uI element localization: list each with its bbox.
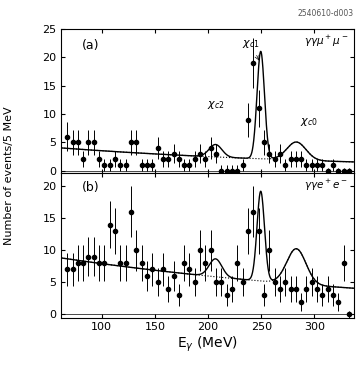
Text: $\gamma\gamma\mu^+\mu^-$: $\gamma\gamma\mu^+\mu^-$ xyxy=(304,34,348,49)
Text: (a): (a) xyxy=(82,39,99,52)
Text: $\chi_{c2}$: $\chi_{c2}$ xyxy=(207,99,224,111)
Text: $\gamma\gamma e^+e^-$: $\gamma\gamma e^+e^-$ xyxy=(304,178,348,193)
Text: (b): (b) xyxy=(82,181,100,193)
Text: $\chi_{c0}$: $\chi_{c0}$ xyxy=(300,116,318,128)
X-axis label: E$_\gamma$ (MeV): E$_\gamma$ (MeV) xyxy=(177,335,238,354)
Text: Number of events/5 MeV: Number of events/5 MeV xyxy=(4,106,14,245)
Text: $\chi_{c1}$: $\chi_{c1}$ xyxy=(242,38,260,60)
Text: 2540610-d003: 2540610-d003 xyxy=(298,9,354,18)
